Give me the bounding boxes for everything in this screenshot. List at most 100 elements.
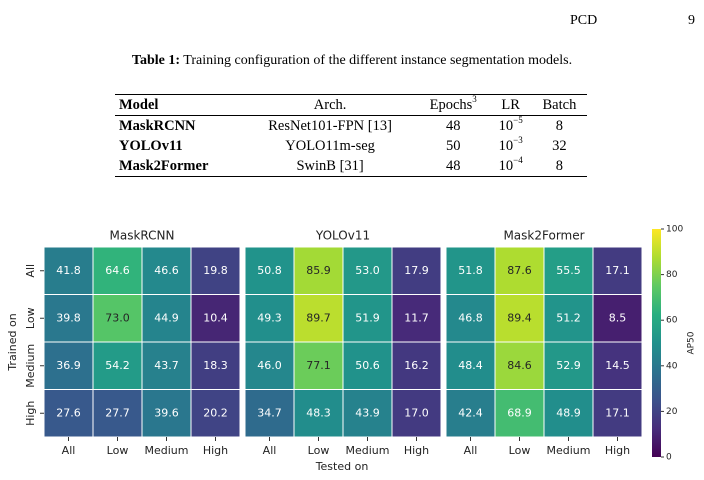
heatmap-cell: [244, 246, 295, 295]
cell-label: 27.6: [56, 406, 81, 419]
x-axis-label: Tested on: [315, 460, 369, 473]
table-cell: 8: [555, 158, 564, 174]
x-tick-label: Low: [308, 444, 330, 457]
cell-label: 46.8: [458, 311, 483, 324]
colorbar-tick-label: 100: [666, 225, 683, 235]
cell-label: 50.8: [257, 264, 282, 277]
heatmap-cell: [391, 341, 442, 390]
header-row: Model Arch. Epochs3 LR Batch: [115, 94, 587, 116]
header-text: Epochs: [429, 97, 473, 113]
x-tick-label: High: [605, 444, 630, 457]
table-cell: ResNet101-FPN [13]: [268, 118, 392, 134]
cell-label: 51.8: [458, 264, 483, 277]
y-tick-label: High: [24, 401, 37, 426]
table-body: MaskRCNN ResNet101-FPN [13] 48 10−5 8 YOLOv11…: [115, 116, 587, 177]
lr-base: 10: [498, 138, 514, 154]
heatmap-cell: [293, 389, 344, 438]
heatmap-cell: [190, 246, 241, 295]
cell-label: 89.4: [507, 311, 532, 324]
panel-title: YOLOv11: [315, 229, 370, 243]
heatmap-cell: [592, 341, 643, 390]
x-tick-label: Medium: [346, 444, 390, 457]
cell-label: 50.6: [355, 359, 380, 372]
heatmap-cell: [190, 389, 241, 438]
cell-label: 77.1: [306, 359, 331, 372]
table-caption: Table 1: Training configuration of the d…: [0, 53, 704, 69]
x-tick-label: High: [404, 444, 429, 457]
x-tick-label: Medium: [547, 444, 591, 457]
cell-label: 20.2: [203, 406, 228, 419]
table-row: YOLOv11 YOLO11m-seg 50 10−3 32: [115, 136, 587, 156]
cell-label: 34.7: [257, 406, 282, 419]
page-number: 9: [688, 13, 695, 28]
cell-label: 36.9: [56, 359, 81, 372]
table-cell: 10−3: [490, 136, 532, 156]
cell-label: 17.1: [605, 406, 630, 419]
cell-label: 55.5: [556, 264, 581, 277]
heatmap-cell: [293, 341, 344, 390]
heatmap-cell: [391, 389, 442, 438]
table-cell: 10−5: [490, 116, 532, 137]
cell-label: 53.0: [355, 264, 380, 277]
header-cell: Epochs3: [417, 95, 490, 116]
cell-label: 44.9: [154, 311, 179, 324]
cell-label: 68.9: [507, 406, 532, 419]
heatmap-cell: [445, 341, 496, 390]
cell-label: 42.4: [458, 406, 483, 419]
cell-label: 73.0: [105, 311, 130, 324]
heatmap-cell: [190, 294, 241, 343]
y-tick-label: Low: [24, 307, 37, 329]
heatmap-cell: [445, 389, 496, 438]
table-cell: YOLO11m-seg: [285, 138, 375, 154]
cell-label: 48.9: [556, 406, 581, 419]
heatmap-cell: [141, 294, 192, 343]
cell-label: 87.6: [507, 264, 532, 277]
cell-label: 41.8: [56, 264, 81, 277]
caption-text: Training configuration of the different …: [183, 53, 573, 68]
heatmap-cell: [543, 246, 594, 295]
heatmap-cell: [43, 246, 94, 295]
lr-base: 10: [498, 158, 514, 174]
caption-label: Table 1:: [131, 53, 181, 68]
colorbar: [652, 229, 661, 457]
table-row: Mask2Former SwinB [31] 48 10−4 8: [115, 156, 587, 177]
cell-label: 49.3: [257, 311, 282, 324]
lr-exponent: −4: [513, 155, 523, 165]
cell-label: 27.7: [105, 406, 130, 419]
cell-label: 18.3: [203, 359, 228, 372]
x-tick-label: All: [62, 444, 76, 457]
cell-label: 39.6: [154, 406, 179, 419]
cell-label: 17.1: [605, 264, 630, 277]
heatmap-cell: [244, 341, 295, 390]
heatmap-cell: [391, 246, 442, 295]
heatmap-cell: [494, 389, 545, 438]
lr-exponent: −5: [513, 115, 523, 125]
colorbar-tick-label: 60: [666, 316, 678, 326]
cell-label: 84.6: [507, 359, 532, 372]
x-tick-label: Low: [107, 444, 129, 457]
lr-base: 10: [498, 118, 514, 134]
x-tick-label: Medium: [145, 444, 189, 457]
heatmap-cell: [342, 246, 393, 295]
cell-label: 48.3: [306, 406, 331, 419]
colorbar-tick-label: 0: [666, 453, 672, 463]
cell-label: 8.5: [609, 311, 627, 324]
colorbar-tick-label: 80: [666, 270, 678, 280]
table-cell: 32: [552, 138, 567, 154]
table-row: MaskRCNN ResNet101-FPN [13] 48 10−5 8: [115, 116, 587, 137]
heatmap-cell: [592, 389, 643, 438]
heatmap-cell: [592, 294, 643, 343]
colorbar-label: AP50: [687, 331, 697, 354]
table-cell: 48: [445, 158, 461, 174]
header-cell: Model: [119, 97, 159, 113]
cell-label: 19.8: [203, 264, 228, 277]
heatmap-cell: [342, 389, 393, 438]
colorbar-tick-label: 40: [666, 361, 678, 371]
table-cell: Mask2Former: [119, 158, 209, 174]
heatmap-cell: [494, 246, 545, 295]
cell-label: 51.9: [355, 311, 380, 324]
cell-label: 17.0: [404, 406, 429, 419]
cell-label: 10.4: [203, 311, 228, 324]
heatmap-cell: [92, 341, 143, 390]
